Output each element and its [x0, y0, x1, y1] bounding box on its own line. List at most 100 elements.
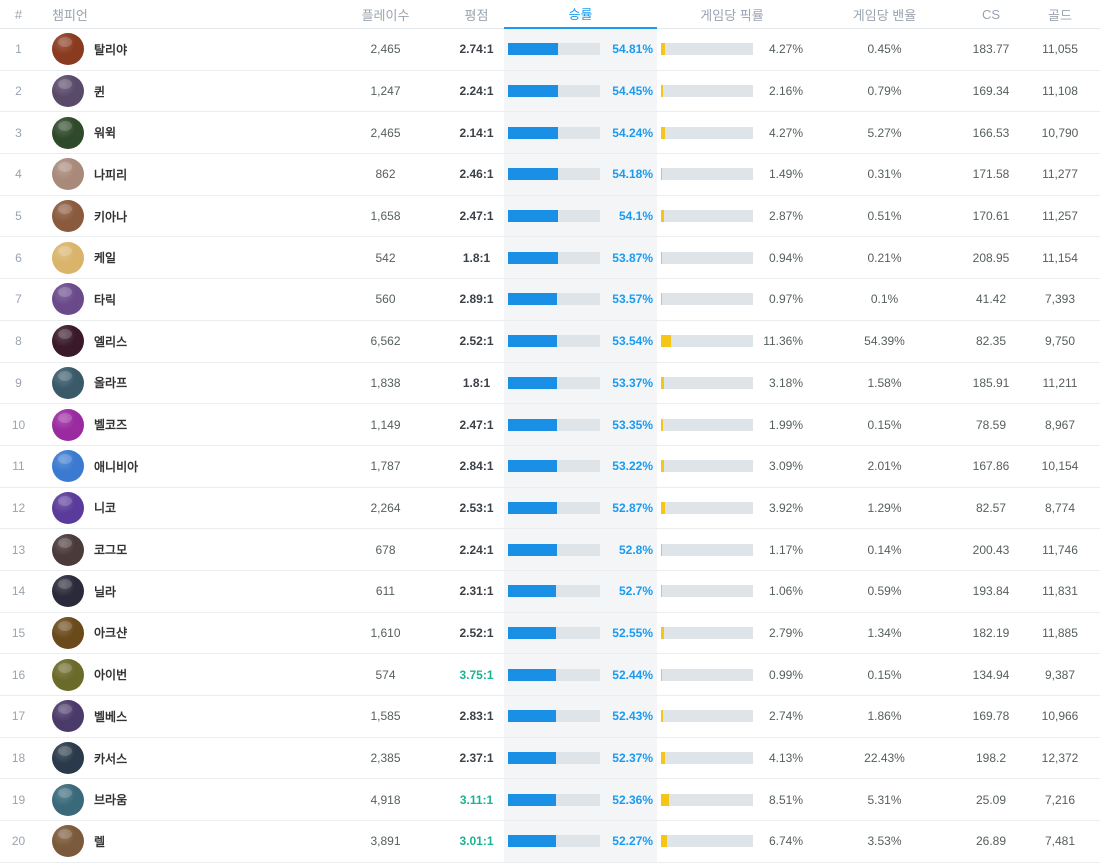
- table-row[interactable]: 1 탈리야 2,465 2.74:1 54.81% 4.27% 0.45% 183.77 11,…: [0, 29, 1100, 71]
- champion-avatar[interactable]: [52, 241, 84, 274]
- winrate-bar-fill: [508, 668, 557, 681]
- column-header-plays[interactable]: 플레이수: [361, 7, 410, 23]
- champion-cell[interactable]: 퀸: [37, 75, 322, 108]
- winrate-bar-fill: [508, 126, 558, 139]
- champion-avatar[interactable]: [52, 491, 84, 524]
- champion-cell[interactable]: 닐라: [37, 575, 322, 608]
- champion-cell[interactable]: 브라움: [37, 783, 322, 816]
- champion-avatar[interactable]: [52, 200, 84, 233]
- champion-cell[interactable]: 애니비아: [37, 450, 322, 483]
- champion-cell[interactable]: 렐: [37, 825, 322, 858]
- champion-cell[interactable]: 코그모: [37, 533, 322, 566]
- champion-avatar[interactable]: [52, 700, 84, 733]
- champion-name[interactable]: 키아나: [94, 209, 128, 224]
- champion-cell[interactable]: 니코: [37, 491, 322, 524]
- champion-name[interactable]: 아크샨: [94, 626, 128, 641]
- table-row[interactable]: 4 나피리 862 2.46:1 54.18% 1.49% 0.31% 171.58 11,27…: [0, 154, 1100, 196]
- table-row[interactable]: 3 워윅 2,465 2.14:1 54.24% 4.27% 5.27% 166.53 10,7…: [0, 112, 1100, 155]
- champion-cell[interactable]: 아크샨: [37, 616, 322, 649]
- champion-cell[interactable]: 카서스: [37, 742, 322, 775]
- champion-name[interactable]: 나피리: [94, 167, 128, 182]
- winrate-bar: [508, 335, 600, 348]
- table-row[interactable]: 2 퀸 1,247 2.24:1 54.45% 2.16% 0.79% 169.34 11,10…: [0, 70, 1100, 113]
- table-row[interactable]: 9 올라프 1,838 1.8:1 53.37% 3.18% 1.58% 185.91 11,2…: [0, 362, 1100, 405]
- champion-name[interactable]: 워윅: [94, 126, 117, 141]
- champion-cell[interactable]: 벨코즈: [37, 408, 322, 441]
- champion-cell[interactable]: 키아나: [37, 200, 322, 233]
- table-row[interactable]: 17 벨베스 1,585 2.83:1 52.43% 2.74% 1.86% 169.78 10…: [0, 696, 1100, 738]
- table-row[interactable]: 5 키아나 1,658 2.47:1 54.1% 2.87% 0.51% 170.61 11,2…: [0, 195, 1100, 238]
- champion-cell[interactable]: 아이번: [37, 658, 322, 691]
- table-row[interactable]: 13 코그모 678 2.24:1 52.8% 1.17% 0.14% 200.43 11,74…: [0, 529, 1100, 571]
- champion-avatar[interactable]: [52, 33, 84, 66]
- champion-avatar[interactable]: [52, 825, 84, 858]
- table-row[interactable]: 18 카서스 2,385 2.37:1 52.37% 4.13% 22.43% 198.2 12…: [0, 737, 1100, 780]
- table-row[interactable]: 12 니코 2,264 2.53:1 52.87% 3.92% 1.29% 82.57 8,77…: [0, 487, 1100, 530]
- champion-name[interactable]: 올라프: [94, 376, 128, 391]
- winrate-bar-fill: [508, 85, 559, 98]
- champion-cell[interactable]: 탈리야: [37, 33, 322, 66]
- winrate-cell: 52.8%: [504, 529, 657, 570]
- champion-cell[interactable]: 엘리스: [37, 325, 322, 358]
- champion-avatar[interactable]: [52, 575, 84, 608]
- champion-name[interactable]: 벨코즈: [94, 418, 128, 433]
- champion-cell[interactable]: 나피리: [37, 158, 322, 191]
- champion-name[interactable]: 애니비아: [94, 459, 139, 474]
- column-header-cs[interactable]: CS: [981, 6, 1001, 22]
- champion-name[interactable]: 닐라: [94, 584, 117, 599]
- column-header-banrate[interactable]: 게임당 밴율: [852, 7, 917, 23]
- champion-name[interactable]: 브라움: [94, 793, 128, 808]
- champion-name[interactable]: 벨베스: [94, 709, 128, 724]
- table-row[interactable]: 14 닐라 611 2.31:1 52.7% 1.06% 0.59% 193.84 11,831: [0, 570, 1100, 613]
- gold-cell: 7,481: [1044, 834, 1076, 849]
- champion-cell[interactable]: 타릭: [37, 283, 322, 316]
- champion-avatar[interactable]: [52, 158, 84, 191]
- table-row[interactable]: 8 엘리스 6,562 2.52:1 53.54% 11.36% 54.39% 82.35 9,…: [0, 320, 1100, 363]
- champion-avatar[interactable]: [52, 366, 84, 399]
- column-header-rank[interactable]: #: [14, 6, 23, 22]
- champion-avatar[interactable]: [52, 75, 84, 108]
- champion-name[interactable]: 렐: [94, 834, 106, 849]
- column-header-pickrate[interactable]: 게임당 픽률: [700, 7, 764, 23]
- champion-name[interactable]: 아이번: [94, 668, 128, 683]
- champion-avatar[interactable]: [52, 533, 84, 566]
- plays-cell: 4,918: [370, 792, 401, 807]
- champion-avatar[interactable]: [52, 450, 84, 483]
- champion-avatar[interactable]: [52, 325, 84, 358]
- champion-name[interactable]: 케일: [94, 251, 117, 266]
- champion-name[interactable]: 타릭: [94, 292, 117, 307]
- champion-avatar[interactable]: [52, 283, 84, 316]
- champion-cell[interactable]: 올라프: [37, 366, 322, 399]
- champion-cell[interactable]: 워윅: [37, 116, 322, 149]
- champion-name[interactable]: 코그모: [94, 543, 128, 558]
- champion-avatar[interactable]: [52, 783, 84, 816]
- winrate-bar-fill: [508, 543, 557, 556]
- champion-avatar[interactable]: [52, 616, 84, 649]
- column-header-winrate[interactable]: 승률: [504, 0, 657, 29]
- champion-avatar[interactable]: [52, 658, 84, 691]
- champion-avatar[interactable]: [52, 408, 84, 441]
- table-row[interactable]: 19 브라움 4,918 3.11:1 52.36% 8.51% 5.31% 25.09 7,2…: [0, 779, 1100, 822]
- champion-name[interactable]: 퀸: [94, 84, 106, 99]
- table-row[interactable]: 15 아크샨 1,610 2.52:1 52.55% 2.79% 1.34% 182.19 11…: [0, 612, 1100, 655]
- champion-cell[interactable]: 케일: [37, 241, 322, 274]
- table-row[interactable]: 20 렐 3,891 3.01:1 52.27% 6.74% 3.53% 26.89 7,481: [0, 821, 1100, 863]
- champion-cell[interactable]: 벨베스: [37, 700, 322, 733]
- champion-name[interactable]: 엘리스: [94, 334, 128, 349]
- champion-name[interactable]: 니코: [94, 501, 117, 516]
- table-row[interactable]: 11 애니비아 1,787 2.84:1 53.22% 3.09% 2.01% 167.86 1…: [0, 445, 1100, 488]
- column-header-kda[interactable]: 평점: [464, 7, 489, 23]
- champion-name[interactable]: 탈리야: [94, 42, 128, 57]
- pickrate-value: 4.27%: [768, 125, 803, 140]
- table-row[interactable]: 16 아이번 574 3.75:1 52.44% 0.99% 0.15% 134.94 9,38…: [0, 654, 1100, 696]
- column-header-gold[interactable]: 골드: [1048, 7, 1072, 23]
- champion-name[interactable]: 카서스: [94, 751, 128, 766]
- table-row[interactable]: 6 케일 542 1.8:1 53.87% 0.94% 0.21% 208.95 11,154: [0, 237, 1100, 280]
- pickrate-bar-fill: [661, 793, 669, 806]
- champion-avatar[interactable]: [52, 742, 84, 775]
- table-row[interactable]: 10 벨코즈 1,149 2.47:1 53.35% 1.99% 0.15% 78.59 8,9…: [0, 404, 1100, 446]
- column-header-champion[interactable]: 챔피언: [52, 7, 88, 23]
- table-row[interactable]: 7 타릭 560 2.89:1 53.57% 0.97% 0.1% 41.42 7,393: [0, 279, 1100, 321]
- winrate-value: 54.45%: [612, 84, 653, 99]
- champion-avatar[interactable]: [52, 116, 84, 149]
